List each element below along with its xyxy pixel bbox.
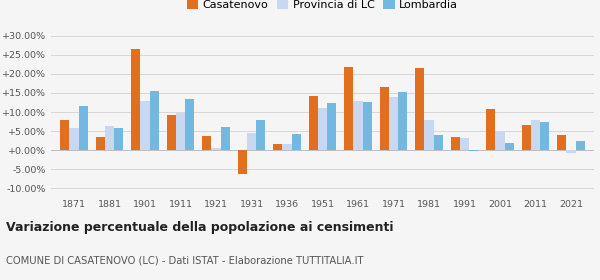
Bar [398,92,407,150]
Bar [308,96,318,150]
Bar [114,129,124,150]
Bar [96,137,105,150]
Bar [540,122,549,150]
Bar [434,135,443,150]
Bar [415,68,424,150]
Bar [496,131,505,150]
Bar [256,120,265,150]
Bar [486,109,496,150]
Bar [211,148,221,150]
Bar [505,143,514,150]
Bar [531,120,540,150]
Bar [70,128,79,150]
Bar [344,67,353,150]
Bar [149,91,159,150]
Bar [131,49,140,150]
Bar [283,144,292,150]
Bar [469,150,478,151]
Text: COMUNE DI CASATENOVO (LC) - Dati ISTAT - Elaborazione TUTTITALIA.IT: COMUNE DI CASATENOVO (LC) - Dati ISTAT -… [6,255,364,265]
Bar [273,144,283,150]
Bar [221,127,230,150]
Bar [353,101,362,150]
Bar [327,103,337,150]
Bar [521,125,531,150]
Bar [292,134,301,150]
Bar [202,136,211,150]
Bar [318,108,327,150]
Legend: Casatenovo, Provincia di LC, Lombardia: Casatenovo, Provincia di LC, Lombardia [185,0,460,12]
Bar [167,115,176,150]
Bar [424,120,434,150]
Bar [185,99,194,150]
Bar [105,126,114,150]
Bar [238,150,247,174]
Text: Variazione percentuale della popolazione ai censimenti: Variazione percentuale della popolazione… [6,221,394,234]
Bar [140,101,149,150]
Bar [389,97,398,150]
Bar [247,133,256,150]
Bar [79,106,88,150]
Bar [451,137,460,150]
Bar [557,135,566,150]
Bar [460,138,469,150]
Bar [362,102,372,150]
Bar [566,150,575,153]
Bar [60,120,70,150]
Bar [176,113,185,150]
Bar [380,87,389,150]
Bar [575,141,585,150]
